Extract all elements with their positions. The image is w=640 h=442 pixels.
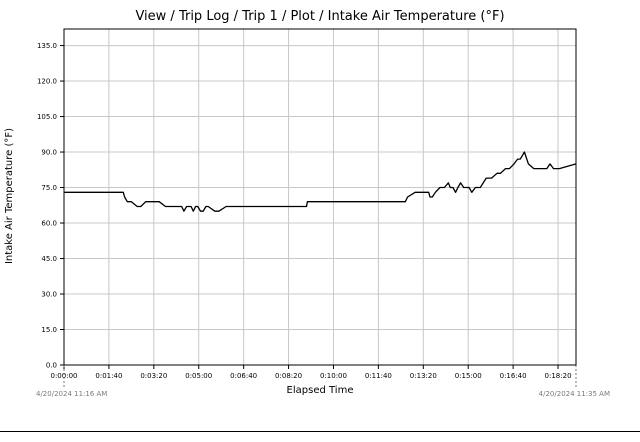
y-axis-label: Intake Air Temperature (°F) — [4, 128, 15, 264]
chart-title: View / Trip Log / Trip 1 / Plot / Intake… — [135, 9, 504, 24]
y-tick-label: 75.0 — [41, 184, 57, 192]
x-tick-label: 0:15:00 — [455, 372, 482, 380]
y-tick-label: 45.0 — [41, 255, 57, 263]
x-tick-label: 0:18:20 — [545, 372, 572, 380]
x-tick-label: 0:11:40 — [365, 372, 392, 380]
y-tick-label: 105.0 — [37, 113, 57, 121]
grid — [64, 29, 576, 365]
x-tick-label: 0:06:40 — [230, 372, 257, 380]
y-tick-label: 90.0 — [41, 149, 57, 157]
y-tick-label: 135.0 — [37, 42, 57, 50]
y-tick-label: 120.0 — [37, 78, 57, 86]
plot-frame — [63, 28, 577, 366]
y-tick-label: 30.0 — [41, 291, 57, 299]
x-tick-label: 0:00:00 — [51, 372, 78, 380]
x-tick-label: 0:01:40 — [95, 372, 122, 380]
x-tick-label: 0:08:20 — [275, 372, 302, 380]
y-tick-label: 60.0 — [41, 220, 57, 228]
x-tick-label: 0:10:00 — [320, 372, 347, 380]
end-timestamp: 4/20/2024 11:35 AM — [539, 390, 610, 398]
y-tick-label: 0.0 — [46, 362, 57, 370]
x-tick-label: 0:03:20 — [140, 372, 167, 380]
series-layer — [64, 151, 577, 212]
start-timestamp: 4/20/2024 11:16 AM — [36, 390, 107, 398]
series-line-intake-air-temperature — [64, 151, 577, 212]
x-tick-label: 0:05:00 — [185, 372, 212, 380]
axis-ticks: 0.0 15.0 30.0 45.0 60.0 75.0 90.0 105.0 120.0 135… — [37, 42, 577, 389]
window-bottom-border — [0, 431, 640, 432]
y-tick-label: 15.0 — [41, 326, 57, 334]
x-tick-label: 0:16:40 — [500, 372, 527, 380]
x-tick-label: 0:13:20 — [410, 372, 437, 380]
x-axis-label: Elapsed Time — [287, 385, 354, 396]
